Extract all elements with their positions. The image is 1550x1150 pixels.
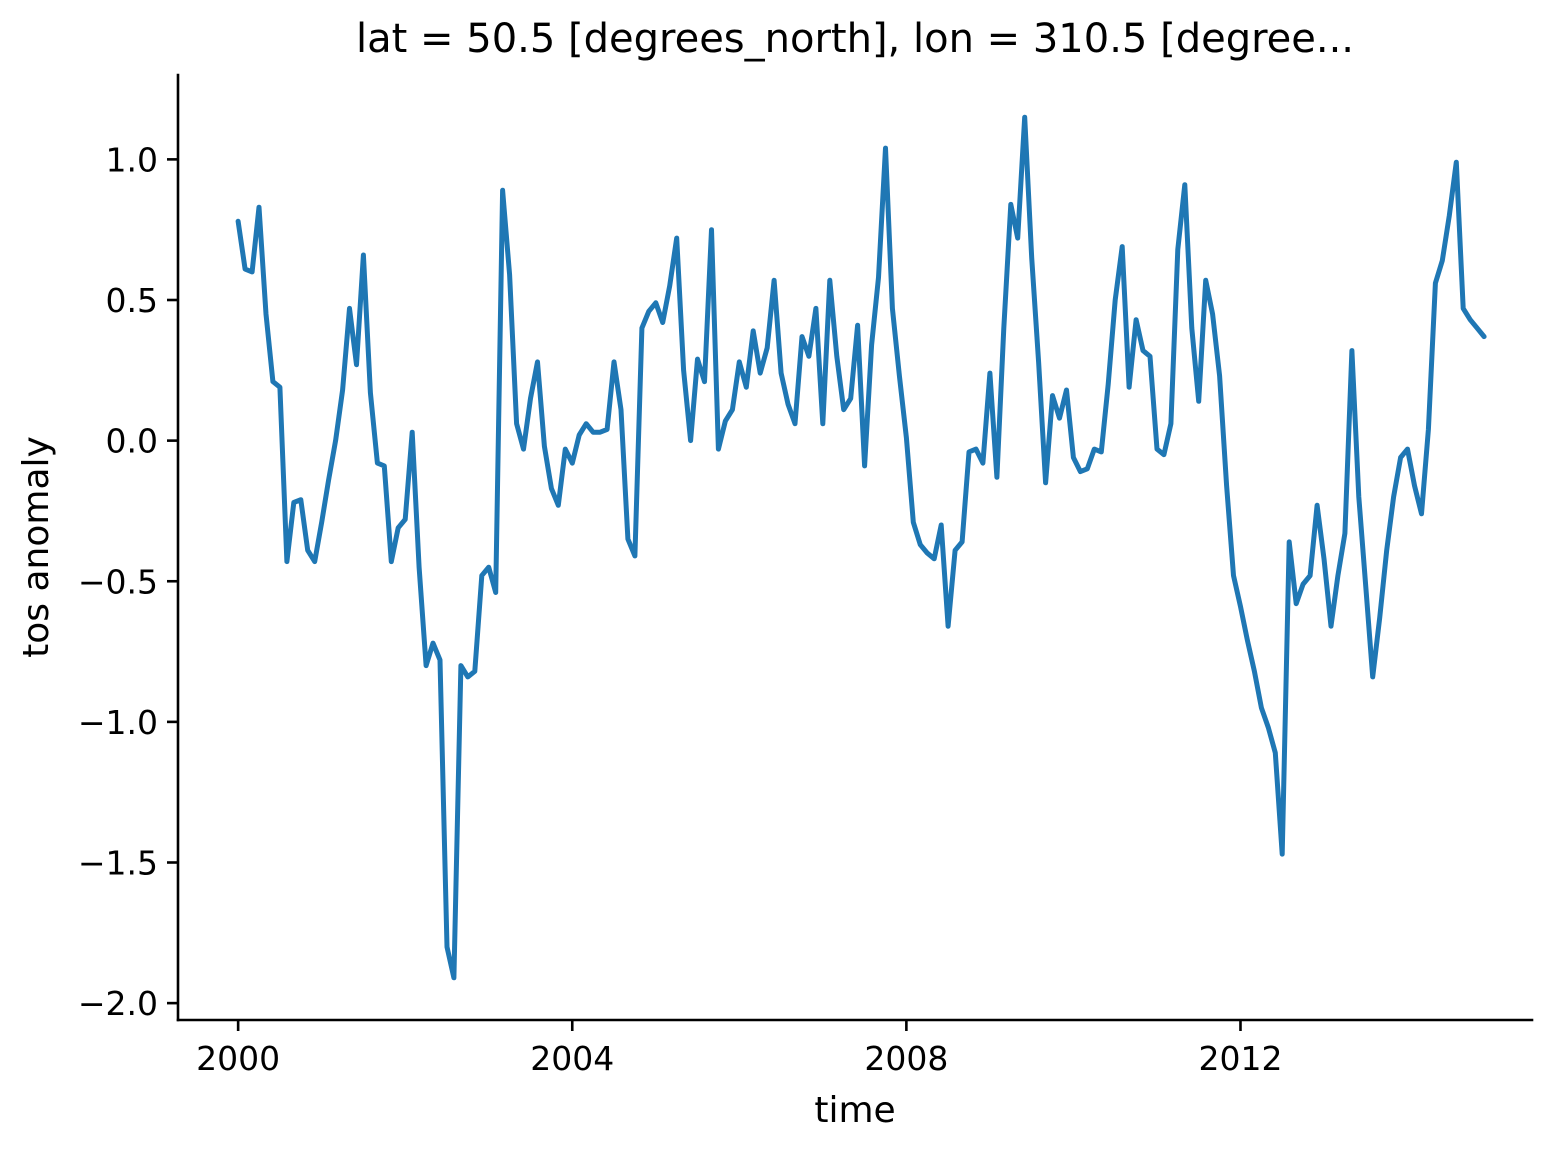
y-tick-label: −1.5 xyxy=(78,844,158,883)
y-tick-label: 1.0 xyxy=(106,140,158,179)
y-axis-label: tos anomaly xyxy=(16,436,57,658)
x-axis-ticks: 2000 2004 2008 2012 xyxy=(196,1020,1282,1078)
y-tick-label: 0.0 xyxy=(106,422,158,461)
y-tick-label: −1.0 xyxy=(78,703,158,742)
x-tick-label: 2008 xyxy=(864,1039,948,1078)
y-tick-label: 0.5 xyxy=(106,281,158,320)
axes: 1.00.50.0−0.5−1.0−1.5−2.0 2000 2004 2008 20… xyxy=(16,16,1534,1131)
y-tick-label: −0.5 xyxy=(78,562,158,601)
y-tick-label: −2.0 xyxy=(78,984,158,1023)
x-tick-label: 2012 xyxy=(1198,1039,1282,1078)
chart-title: lat = 50.5 [degrees_north], lon = 310.5 … xyxy=(356,16,1354,62)
x-tick-label: 2000 xyxy=(196,1039,280,1078)
y-axis-ticks: 1.0 0.5 0.0 −0.5 −1.0 −1.5 −2.0 xyxy=(78,140,178,1023)
tos-anomaly-line xyxy=(235,114,1487,981)
x-tick-label: 2004 xyxy=(530,1039,614,1078)
x-axis-label: time xyxy=(814,1090,895,1131)
